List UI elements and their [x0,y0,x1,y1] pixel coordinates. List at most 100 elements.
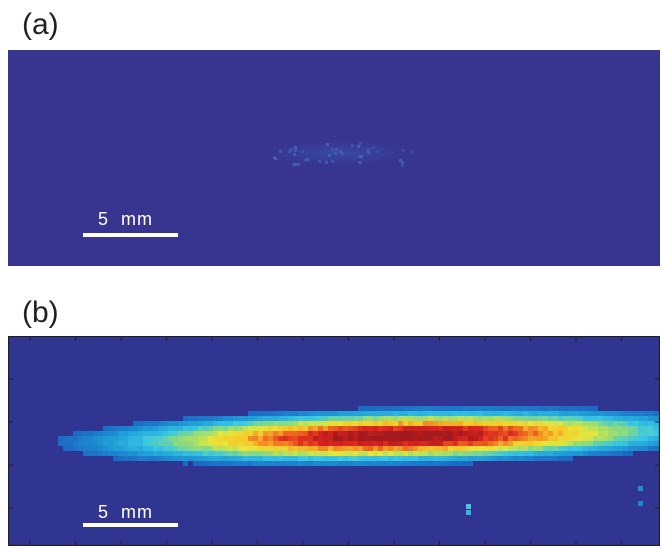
cloud-pixel [443,436,448,441]
noise-speck [294,163,297,166]
cloud-pixel [463,431,468,436]
cloud-pixel [458,456,463,461]
cloud-pixel [648,436,653,441]
cloud-pixel [208,416,213,421]
cloud-pixel [163,446,168,451]
cloud-pixel [183,446,188,451]
cloud-pixel [548,451,553,456]
cloud-pixel [518,431,523,436]
cloud-pixel [383,406,388,411]
cloud-pixel [78,446,83,451]
cloud-pixel [413,446,418,451]
cloud-pixel [493,411,498,416]
cloud-pixel [468,436,473,441]
noise-speck [293,153,296,156]
cloud-pixel [548,411,553,416]
cloud-pixel [358,411,363,416]
cloud-pixel [373,441,378,446]
cloud-pixel [213,416,218,421]
cloud-pixel [428,416,433,421]
cloud-pixel [373,421,378,426]
cloud-pixel [223,431,228,436]
cloud-pixel [138,431,143,436]
cloud-pixel [373,416,378,421]
cloud-pixel [313,451,318,456]
cloud-pixel [288,416,293,421]
cloud-pixel [358,456,363,461]
cloud-pixel [503,431,508,436]
cloud-pixel [403,441,408,446]
noise-speck [399,159,402,162]
cloud-pixel [123,441,128,446]
cloud-pixel [428,411,433,416]
cloud-pixel [318,416,323,421]
cloud-pixel [403,456,408,461]
cloud-pixel [508,406,513,411]
cloud-pixel [283,421,288,426]
cloud-pixel [473,406,478,411]
cloud-pixel [478,421,483,426]
cloud-pixel [393,436,398,441]
cloud-pixel [473,441,478,446]
cloud-pixel [203,436,208,441]
cloud-pixel [353,411,358,416]
cloud-pixel [208,426,213,431]
cloud-pixel [558,421,563,426]
cloud-pixel [563,426,568,431]
cloud-pixel [328,441,333,446]
cloud-pixel [78,441,83,446]
cloud-pixel [618,451,623,456]
cloud-pixel [403,446,408,451]
cloud-pixel [388,436,393,441]
cloud-pixel [273,426,278,431]
cloud-pixel [563,441,568,446]
cloud-pixel [498,431,503,436]
cloud-pixel [453,411,458,416]
cloud-pixel [413,441,418,446]
cloud-pixel [388,441,393,446]
cloud-pixel [148,426,153,431]
cloud-pixel [163,441,168,446]
cloud-pixel [253,431,258,436]
cloud-pixel [178,451,183,456]
cloud-pixel [433,406,438,411]
cloud-pixel [643,426,648,431]
cloud-pixel [343,421,348,426]
cloud-pixel [363,441,368,446]
cloud-pixel [653,431,658,436]
cloud-pixel [518,411,523,416]
cloud-pixel [558,416,563,421]
cloud-pixel [58,436,63,441]
cloud-pixel [598,431,603,436]
cloud-pixel [423,446,428,451]
cloud-pixel [443,431,448,436]
cloud-pixel [288,426,293,431]
cloud-pixel [288,411,293,416]
cloud-pixel [628,431,633,436]
cloud-pixel [343,436,348,441]
cloud-pixel [268,456,273,461]
cloud-pixel [428,421,433,426]
cloud-pixel [368,426,373,431]
cloud-pixel [323,436,328,441]
cloud-pixel [113,456,118,461]
cloud-pixel [178,436,183,441]
cloud-pixel [153,436,158,441]
cloud-pixel [108,441,113,446]
cloud-pixel [638,416,643,421]
cloud-pixel [78,436,83,441]
cloud-pixel [648,411,653,416]
cloud-pixel [428,451,433,456]
cloud-pixel [433,441,438,446]
cloud-pixel [298,446,303,451]
cloud-pixel [383,446,388,451]
cloud-pixel [598,426,603,431]
cloud-pixel [498,406,503,411]
cloud-pixel [563,421,568,426]
cloud-pixel [523,426,528,431]
cloud-pixel [583,431,588,436]
cloud-pixel [353,426,358,431]
cloud-pixel [213,436,218,441]
cloud-pixel [483,416,488,421]
cloud-pixel [448,461,453,466]
